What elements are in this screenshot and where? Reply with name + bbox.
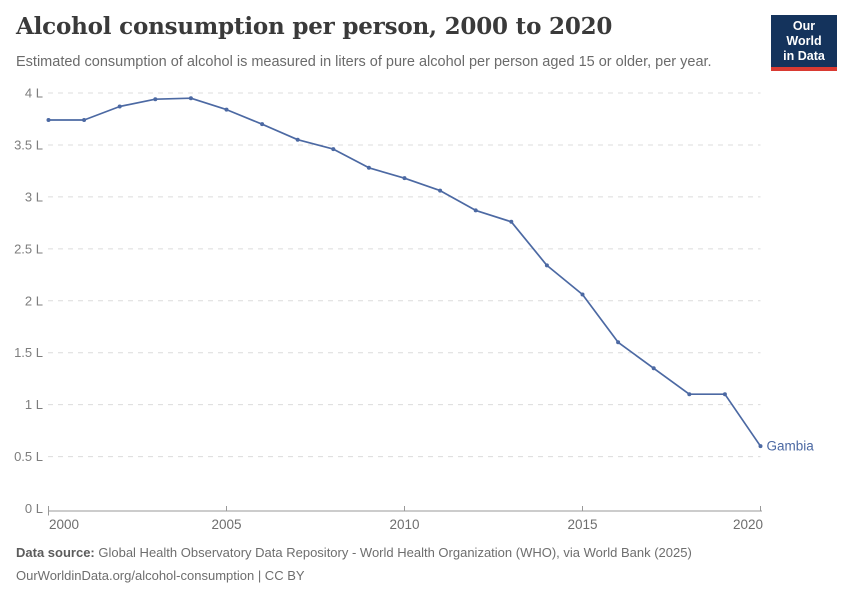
y-tick-label: 3.5 L (14, 137, 43, 152)
series-end-label: Gambia (767, 439, 815, 454)
y-tick-label: 1.5 L (14, 345, 43, 360)
data-point (616, 340, 621, 345)
data-point (722, 392, 727, 397)
y-tick-label: 2.5 L (14, 241, 43, 256)
data-point (46, 118, 51, 123)
x-tick-label: 2015 (567, 517, 597, 532)
data-point (651, 366, 656, 371)
data-point (580, 292, 585, 297)
data-point (758, 444, 763, 449)
owid-logo-line1: Our World (786, 19, 822, 48)
data-point (153, 97, 158, 102)
data-point (402, 176, 407, 181)
x-tick-label: 2010 (389, 517, 419, 532)
y-tick-label: 2 L (25, 293, 43, 308)
data-source-text: Global Health Observatory Data Repositor… (94, 545, 692, 560)
data-point (473, 208, 478, 213)
data-point (331, 147, 336, 152)
y-tick-label: 0 L (25, 501, 43, 516)
data-point (366, 165, 371, 170)
chart-footer: Data source: Global Health Observatory D… (16, 544, 836, 590)
data-point (188, 96, 193, 101)
y-tick-label: 4 L (25, 86, 43, 101)
page-title: Alcohol consumption per person, 2000 to … (16, 13, 613, 40)
data-point (224, 107, 229, 112)
x-tick-label: 2005 (211, 517, 241, 532)
y-tick-label: 1 L (25, 397, 43, 412)
chart-subtitle: Estimated consumption of alcohol is meas… (16, 54, 712, 70)
license-line: OurWorldinData.org/alcohol-consumption |… (16, 568, 305, 583)
data-point (295, 137, 300, 142)
x-tick-label: 2000 (49, 517, 79, 532)
data-source-label: Data source: (16, 545, 95, 560)
data-point (438, 188, 443, 193)
data-source-line: Data source: Global Health Observatory D… (16, 544, 836, 561)
owid-logo-line2: in Data (783, 49, 825, 63)
chart-line (47, 97, 762, 448)
data-point (117, 104, 122, 109)
data-point (687, 392, 692, 397)
y-tick-label: 0.5 L (14, 449, 43, 464)
data-point (509, 219, 514, 224)
owid-logo: Our World in Data (771, 15, 837, 71)
data-point (260, 122, 265, 127)
y-tick-label: 3 L (25, 189, 43, 204)
data-point (82, 118, 87, 123)
x-tick-label: 2020 (733, 517, 763, 532)
data-point (544, 263, 549, 268)
line-chart: 0 L 0.5 L 1 L 1.5 L 2 L 2.5 L 3 L 3.5 L 4 L 2000 2… (14, 86, 815, 533)
